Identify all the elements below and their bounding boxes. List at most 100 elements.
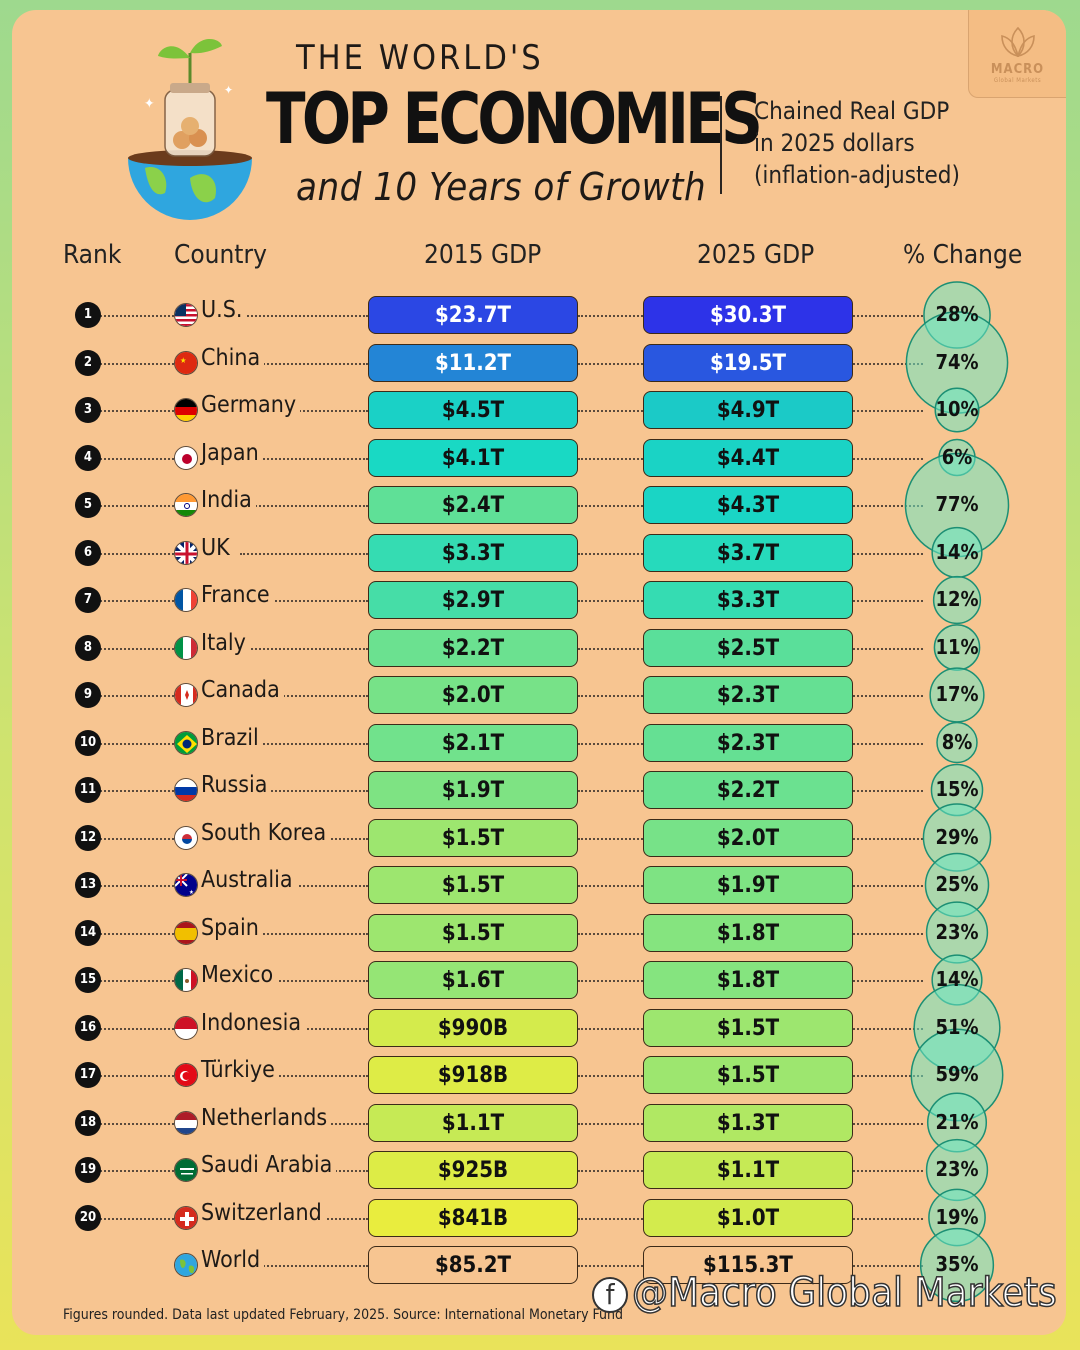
row-leader-dots [853,742,923,745]
row-leader-dots [578,1217,643,1220]
change-label: 23% [935,1157,979,1181]
gdp-2025-bar: $2.2T [643,771,853,809]
gdp-2025-bar: $1.5T [643,1008,853,1047]
row-leader-dots [578,552,643,555]
row-leader-dots [100,1122,174,1125]
change-label: 8% [941,729,973,754]
row-leader-dots [240,362,368,365]
change-label: 59% [935,1062,979,1086]
table-row: 17 Türkiye $918B $1.5T [0,1056,1080,1094]
rank-badge: 17 [75,1062,101,1088]
uk-flag-icon [174,540,198,565]
gdp-2015-bar: $4.1T [368,438,578,477]
plant-globe-illustration-icon: ✦ ✦ [128,38,252,220]
svg-text:★: ★ [180,356,186,365]
south-korea-flag-icon [174,825,198,850]
rank-badge: 10 [75,729,101,756]
table-row: 4 Japan $4.1T $4.4T [0,438,1080,477]
row-leader-dots [578,790,643,792]
row-leader-dots [240,552,368,555]
gdp-2015-bar: $23.7T [368,296,578,334]
row-leader-dots [853,1170,923,1172]
change-label: 15% [935,777,979,801]
change-label: 74% [935,349,979,374]
gdp-2015-bar: $2.1T [368,723,578,762]
gdp-2025-bar: $1.1T [643,1151,853,1189]
gdp-2025-bar: $3.3T [643,581,853,619]
row-leader-dots [100,505,174,507]
row-leader-dots [578,1122,643,1125]
gdp-2015-bar: $925B [368,1151,578,1189]
change-label: 28% [935,302,979,326]
row-leader-dots [100,742,174,745]
gdp-2025-bar: $1.3T [643,1103,853,1142]
country-name: Indonesia [201,1009,306,1036]
gdp-2025-bar: $19.5T [643,343,853,382]
rank-badge: 2 [75,349,101,376]
china-flag-icon: ★ [174,350,198,375]
gdp-2015-bar: $3.3T [368,533,578,572]
gdp-2015-bar: $2.9T [368,581,578,619]
row-leader-dots [100,1217,174,1220]
gdp-2015-bar: $1.5T [368,866,578,904]
country-name: Russia [201,772,272,798]
row-leader-dots [578,1075,643,1077]
row-leader-dots [100,1075,174,1077]
gdp-2015-bar: $1.1T [368,1103,578,1142]
gdp-2015-bar: $1.6T [368,961,578,999]
italy-flag-icon [174,635,198,660]
svg-text:✦: ✦ [224,83,233,97]
row-leader-dots [578,695,643,697]
us-flag-icon [174,303,198,327]
row-leader-dots [100,695,174,697]
watermark-text: @Macro Global Markets [631,1269,1057,1317]
change-label: 35% [935,1252,979,1276]
gdp-2015-bar: $1.5T [368,913,578,952]
gdp-2025-bar: $115.3T [643,1246,853,1284]
rank-badge: 5 [75,492,101,518]
row-leader-dots [100,790,174,792]
india-flag-icon [174,493,198,517]
country-name: Brazil [201,724,263,751]
row-leader-dots [853,1075,923,1077]
row-leader-dots [853,410,923,412]
svg-text:★: ★ [189,889,194,896]
row-leader-dots [853,1217,923,1220]
row-leader-dots [100,315,174,317]
table-row: 2 ★ China $11.2T $19.5T [0,343,1080,382]
row-leader-dots [100,837,174,840]
row-leader-dots [853,457,923,460]
row-leader-dots [100,980,174,982]
footnote: Figures rounded. Data last updated Febru… [63,1307,623,1323]
row-leader-dots [853,505,923,507]
gdp-2025-bar: $1.0T [643,1198,853,1237]
header-change: % Change [903,240,1023,270]
country-name: Mexico [201,962,278,988]
gdp-2015-bar: $1.9T [368,771,578,809]
gdp-2025-bar: $2.0T [643,818,853,857]
row-leader-dots [578,1027,643,1030]
title-divider [720,96,722,194]
row-leader-dots [853,362,923,365]
gdp-2025-bar: $2.3T [643,676,853,714]
row-leader-dots [578,600,643,602]
rank-badge: 3 [75,397,101,423]
logo-brand: MACRO [990,61,1045,77]
rank-badge: 6 [75,539,101,566]
row-leader-dots [240,742,368,745]
country-name: Australia [201,867,297,893]
row-leader-dots [853,695,923,697]
table-row: 14 Spain $1.5T $1.8T [0,913,1080,952]
rank-badge: 12 [75,824,101,851]
table-row: 1 U.S. $23.7T $30.3T [0,296,1080,334]
row-leader-dots [240,600,368,602]
gdp-2025-bar: $4.4T [643,438,853,477]
header-gdp-2015: 2015 GDP [424,240,542,270]
row-leader-dots [240,410,368,412]
rank-badge: 15 [75,967,101,993]
gdp-2015-bar: $1.5T [368,818,578,857]
country-name: Netherlands [201,1104,332,1131]
row-leader-dots [100,1027,174,1030]
change-label: 23% [935,919,979,944]
switzerland-flag-icon [174,1205,198,1230]
